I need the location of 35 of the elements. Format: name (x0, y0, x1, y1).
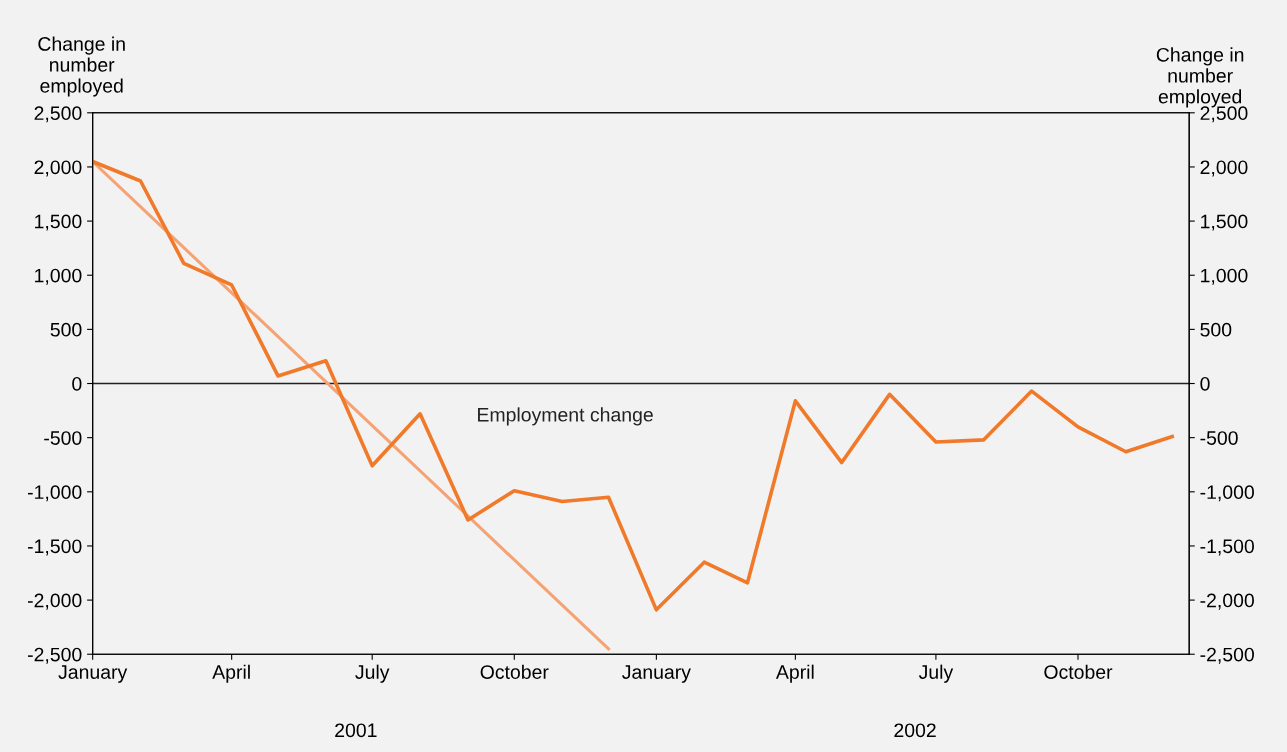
y2-tick-label: 2,000 (1200, 160, 1248, 177)
text: 2001 (335, 723, 377, 738)
y-tick-label: -1,000 (27, 485, 82, 502)
y2-tick-label: 500 (1200, 322, 1232, 337)
y2-tick-label: 1,000 (1201, 268, 1248, 285)
text: Employment change (478, 407, 653, 426)
y-tick-label: -2,500 (27, 647, 82, 664)
y-tick-label: 1,000 (35, 268, 82, 285)
y2-tick-label: 2,500 (1200, 106, 1248, 123)
line-series (92, 159, 1175, 612)
y2-tick-label: -500 (1200, 431, 1238, 445)
y2-tick-label: 1,500 (1201, 214, 1248, 231)
x-tick-label: April (775, 664, 814, 683)
y-tick-label: 2,500 (34, 106, 82, 123)
y-tick-label: 2,000 (34, 160, 82, 177)
y2-tick-label: 0 (1200, 376, 1210, 391)
y-tick-label: -500 (44, 431, 82, 445)
x-tick-label: July (355, 664, 390, 683)
y2-tick-label: -2,500 (1200, 647, 1254, 664)
y-axis-title: Change in number employed (38, 36, 125, 97)
y2-tick-label: -1,000 (1200, 485, 1254, 502)
y-tick-label: 0 (72, 376, 82, 391)
y-tick-label: -2,000 (27, 593, 82, 610)
y2-tick-label: -2,000 (1200, 593, 1254, 610)
y-tick-label: 1,500 (35, 214, 82, 231)
x-tick-label: January (622, 665, 691, 683)
x-tick-label: April (212, 664, 250, 683)
y-tick-label: 500 (50, 322, 82, 337)
x-tick-label: January (58, 665, 128, 683)
x-tick-label: October (1044, 664, 1113, 679)
text: 2002 (894, 723, 936, 738)
y-tick-label: -1,500 (27, 539, 82, 556)
x-tick-label: October (480, 664, 549, 679)
y2-tick-label: -1,500 (1200, 539, 1254, 556)
x-tick-label: July (918, 664, 954, 683)
